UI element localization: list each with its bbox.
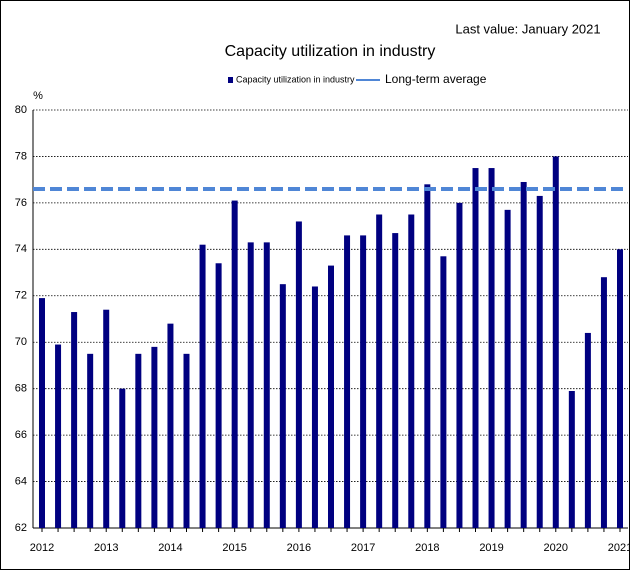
- bar: [295, 221, 302, 528]
- bar: [215, 263, 222, 528]
- bar: [55, 344, 62, 528]
- chart-title: Capacity utilization in industry: [225, 43, 436, 60]
- bar: [135, 353, 142, 528]
- bar: [504, 209, 511, 528]
- x-tick-label: 2021: [608, 542, 630, 554]
- bar: [552, 156, 559, 528]
- y-tick-label: 66: [15, 429, 27, 441]
- x-tick-label: 2018: [415, 542, 439, 554]
- bar: [617, 249, 623, 529]
- bar: [167, 323, 174, 528]
- x-tick-label: 2016: [287, 542, 311, 554]
- bar: [472, 168, 479, 529]
- x-tick-label: 2015: [222, 542, 246, 554]
- bar: [536, 195, 543, 528]
- legend-label: Long-term average: [385, 72, 487, 86]
- bar: [440, 256, 447, 528]
- x-tick-label: 2020: [544, 542, 568, 554]
- y-tick-label: 78: [15, 150, 27, 162]
- bar: [456, 202, 463, 528]
- legend-label: Capacity utilization in industry: [236, 74, 355, 84]
- bar: [311, 286, 318, 528]
- bar: [87, 353, 94, 528]
- bar: [119, 388, 126, 528]
- legend-swatch: [228, 77, 233, 83]
- bar: [584, 332, 591, 528]
- x-tick-label: 2012: [30, 542, 54, 554]
- y-tick-label: 62: [15, 522, 27, 534]
- x-tick-label: 2013: [94, 542, 118, 554]
- bar: [279, 284, 286, 528]
- bar: [247, 242, 254, 528]
- y-tick-label: 70: [15, 336, 27, 348]
- y-axis-label: %: [33, 90, 43, 102]
- bar: [408, 214, 415, 528]
- y-tick-label: 74: [15, 243, 27, 255]
- y-tick-label: 68: [15, 383, 27, 395]
- bar: [328, 265, 334, 528]
- bar: [568, 390, 575, 528]
- bar: [488, 168, 495, 529]
- bar: [600, 277, 607, 528]
- bar: [103, 309, 110, 528]
- bar: [71, 312, 78, 528]
- bar: [376, 214, 383, 528]
- x-tick-label: 2017: [351, 542, 375, 554]
- y-tick-label: 76: [15, 197, 27, 209]
- bar: [344, 235, 351, 528]
- x-tick-label: 2014: [158, 542, 182, 554]
- bar: [263, 242, 270, 528]
- y-tick-label: 64: [15, 475, 27, 487]
- bar: [392, 233, 399, 529]
- bar: [424, 184, 431, 529]
- y-tick-label: 80: [15, 104, 27, 116]
- bar: [183, 353, 190, 528]
- x-tick-label: 2019: [479, 542, 503, 554]
- bar: [39, 298, 45, 528]
- bar: [231, 200, 238, 529]
- bar: [360, 235, 367, 528]
- bar: [151, 346, 158, 528]
- y-tick-label: 72: [15, 290, 27, 302]
- bar: [199, 244, 206, 528]
- bar: [520, 181, 527, 528]
- annotation: Last value: January 2021: [455, 21, 600, 36]
